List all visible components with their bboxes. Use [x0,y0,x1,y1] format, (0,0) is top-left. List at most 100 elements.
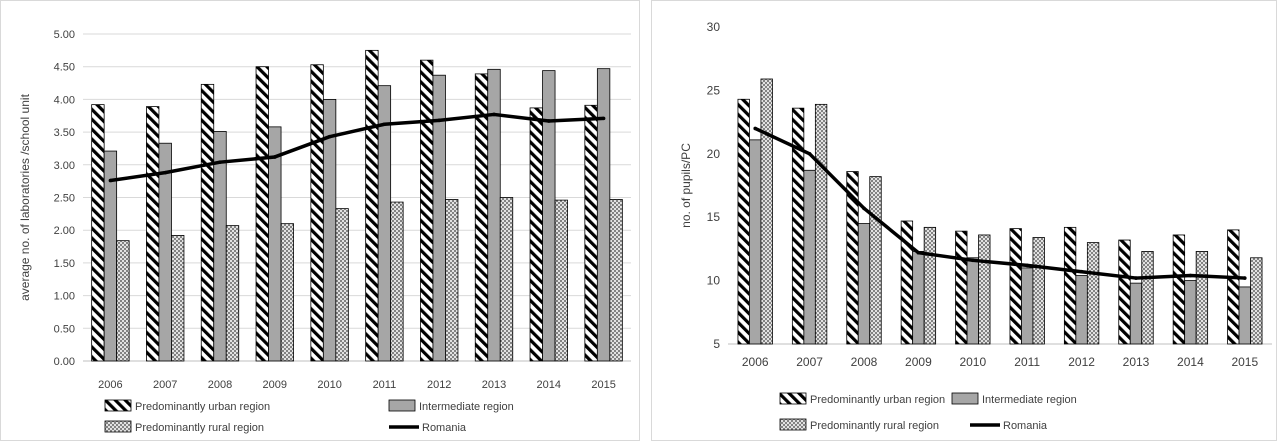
x-tick-label: 2014 [1177,355,1204,369]
y-tick-label: 20 [707,147,721,161]
bar-urban [91,104,105,362]
y-tick-label: 1.00 [54,291,75,303]
bar-urban [146,106,160,362]
bar-urban [584,104,598,362]
bar-rural [390,201,404,362]
x-tick-label: 2007 [796,355,823,369]
y-tick-label: 3.00 [54,160,75,172]
chart-left-svg: 0.00 0.50 1.00 1.50 2.00 2.50 3.00 3.50 4.00 4.50… [18,29,631,434]
legend-swatch [779,418,807,431]
bar-rural [814,103,828,345]
bar-intermediate [912,251,925,345]
line-point-romania [163,170,167,175]
x-tick-label: 2008 [851,355,878,369]
bar-rural [116,240,130,362]
legend-label: Intermediate region [419,401,514,413]
line-point-romania [1079,269,1084,274]
x-tick-label: 2006 [742,355,769,369]
line-point-romania [1188,273,1193,278]
legend-label: Predominantly rural region [135,422,264,434]
line-point-romania [108,178,113,183]
bar-urban [200,83,215,362]
y-tick-label: 1.50 [54,258,75,270]
x-tick-label: 2013 [1123,355,1150,369]
x-tick-label: 2010 [317,379,341,391]
legend-swatch [951,392,979,405]
bar-intermediate [158,142,172,362]
y-tick-label: 30 [707,20,721,34]
bar-rural [1195,251,1209,345]
x-tick-label: 2012 [1068,355,1095,369]
x-tick-label: 2013 [482,379,506,391]
y-tick-label: 15 [707,210,721,224]
bar-urban [255,66,269,362]
bar-intermediate [749,139,762,345]
bar-urban [365,49,379,362]
x-tick-label: 2008 [208,379,232,391]
bar-intermediate [596,68,611,362]
y-tick-label: 0.50 [54,323,75,335]
x-tick-label: 2009 [905,355,932,369]
line-point-romania [1134,276,1138,280]
bar-rural [978,234,991,345]
legend-urban: Predominantly urban region [104,399,270,413]
bar-urban [420,59,434,362]
legend-label: Intermediate region [982,394,1077,406]
line-point-romania [807,152,812,156]
x-tick-label: 2010 [959,355,986,369]
chart-left-panel: 0.00 0.50 1.00 1.50 2.00 2.50 3.00 3.50 4.00 4.50… [0,0,640,441]
bar-rural [923,226,937,345]
x-tick-label: 2015 [1231,355,1258,369]
legend-label: Predominantly urban region [810,394,945,406]
line-point-romania [916,250,921,255]
bar-urban [1118,239,1131,345]
line-point-romania [273,155,277,159]
bar-intermediate [857,223,871,345]
bar-urban [737,98,750,345]
x-tick-label: 2012 [427,379,451,391]
bar-rural [280,223,294,362]
y-tick-label: 2.00 [54,225,75,237]
legend-romania: Romania [389,422,467,434]
y-tick-label: 4.50 [54,62,75,74]
bar-urban [1063,226,1077,345]
line-point-romania [971,258,975,263]
line-point-romania [382,122,387,127]
legend-romania: Romania [970,420,1048,432]
y-axis-title: average no. of laboratories /school unit [18,93,32,300]
bar-rural [760,78,773,345]
bar-urban [310,64,324,362]
bar-urban [1172,234,1186,345]
legend-swatch [388,399,416,412]
bar-rural [335,208,349,362]
x-tick-label: 2009 [263,379,287,391]
legend-urban: Predominantly urban region [779,392,945,406]
line-point-romania [862,206,866,211]
legend-swatch [104,420,132,433]
bar-urban [791,107,805,345]
bar-rural [609,199,623,362]
x-tick-label: 2015 [591,379,615,391]
x-tick-label: 2007 [153,379,177,391]
bar-rural [554,199,568,362]
legend-label: Predominantly urban region [135,401,270,413]
x-tick-label: 2011 [1014,355,1040,369]
bar-rural [1086,242,1100,345]
bar-urban [529,107,543,362]
bar-intermediate [803,169,816,345]
y-tick-label: 3.50 [54,127,75,139]
legend-intermediate: Intermediate region [388,399,514,413]
bar-rural [869,176,882,345]
x-tick-label: 2006 [98,379,122,391]
legend-label: Predominantly rural region [810,420,939,432]
line-point-romania [437,118,442,123]
bar-rural [1250,257,1263,345]
bar-intermediate [1184,280,1197,345]
bar-intermediate [213,131,227,362]
legend-intermediate: Intermediate region [951,392,1077,406]
bar-intermediate [103,150,118,362]
bar-rural [1141,251,1154,345]
bar-intermediate [542,70,556,362]
chart-right-svg: 5 10 15 20 25 30 no. of pupils/PC 2006 2007 2008 2… [679,20,1272,432]
x-tick-label: 2011 [373,379,397,391]
